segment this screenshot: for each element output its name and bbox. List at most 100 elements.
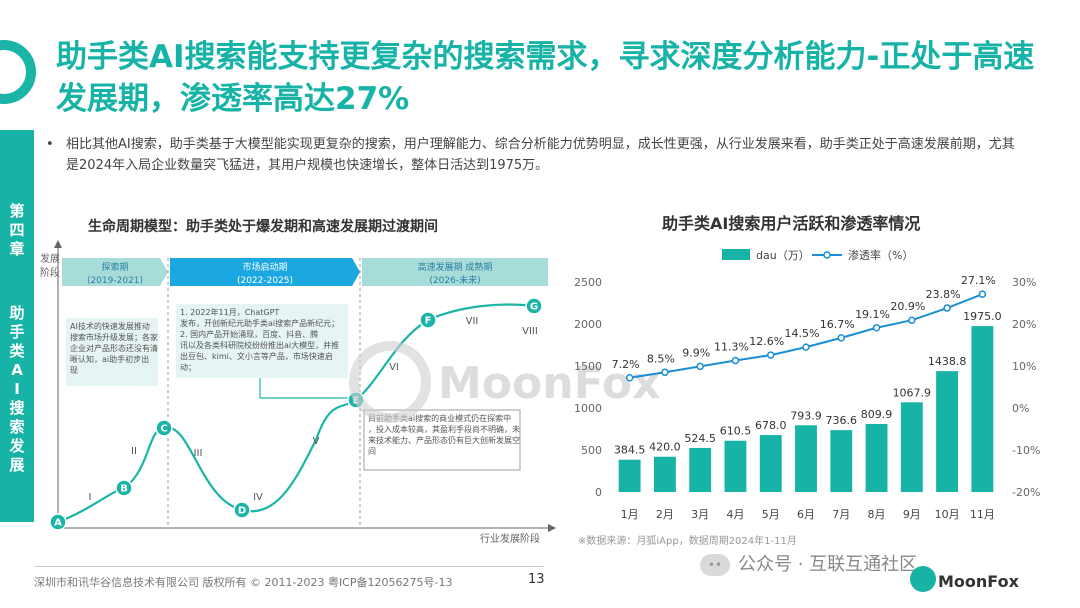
summary-bullet: • 相比其他AI搜索，助手类基于大模型能实现更复杂的搜索，用户理解能力、综合分析… (46, 134, 1016, 176)
point-D (233, 501, 251, 519)
section-char-4: I (14, 380, 20, 398)
line-label-6月: 14.5% (785, 327, 820, 340)
phase-banner-0 (62, 258, 168, 286)
line-point-5月 (766, 351, 775, 359)
section-char-2: 类 (9, 342, 25, 360)
section-char-0: 助 (9, 304, 25, 322)
section-char-3: A (11, 361, 23, 379)
point-label-B: B (120, 484, 128, 495)
y-right-tick-1: -10% (1012, 444, 1040, 457)
section-char-7: 发 (9, 437, 25, 455)
y-axis-arrow (54, 240, 62, 248)
y-right-tick-3: 10% (1012, 360, 1036, 373)
line-point-7月 (837, 334, 846, 342)
wechat-label: 公众号 · 互联互通社区 (738, 554, 918, 575)
stage-label-I: I (89, 492, 92, 503)
data-source: ※数据来源：月狐iApp，数据周期2024年1-11月 (578, 536, 797, 547)
line-point-1月 (625, 374, 634, 382)
bar-label-8月: 809.9 (861, 408, 893, 421)
line-label-9月: 20.9% (890, 300, 925, 313)
line-label-1月: 7.2% (612, 358, 640, 371)
phase-years-1: (2022-2025) (237, 276, 293, 286)
moonfox-logo-icon (910, 566, 936, 592)
watermark-logo-icon (349, 341, 431, 423)
point-label-A: A (54, 518, 62, 529)
decorative-ring (0, 40, 36, 104)
bar-7月 (830, 430, 853, 492)
point-label-D: D (238, 506, 246, 517)
page-title: 助手类AI搜索能支持更复杂的搜索需求，寻求深度分析能力-正处于高速发展期，渗透率… (56, 39, 1035, 117)
section-char-6: 索 (9, 418, 25, 436)
y-right-tick-4: 20% (1012, 318, 1036, 331)
wechat-account: •• 公众号 · 互联互通社区 (700, 550, 917, 576)
stage-label-VI: VI (389, 362, 399, 373)
y-right-tick-0: -20% (1012, 486, 1040, 499)
chapter-char-1: 四 (9, 221, 25, 239)
bar-label-11月: 1975.0 (963, 310, 1002, 323)
point-G (525, 297, 543, 315)
section-char-5: 搜 (9, 399, 25, 417)
line-point-9月 (908, 316, 916, 324)
point-label-C: C (160, 424, 167, 435)
stage-label-V: V (313, 436, 320, 447)
page-number: 13 (528, 572, 545, 587)
line-label-7月: 16.7% (820, 318, 855, 331)
line-point-8月 (872, 324, 881, 332)
x-tick-2: 3月 (691, 508, 709, 521)
bar-4月 (724, 440, 747, 492)
bar-label-5月: 678.0 (755, 419, 787, 432)
y-left-tick-4: 2000 (574, 318, 602, 331)
bar-label-6月: 793.9 (790, 409, 822, 422)
lifecycle-title: 生命周期模型：助手类处于爆发期和高速发展期过渡期间 (88, 219, 438, 235)
brand-name: MoonFox (938, 572, 1019, 591)
x-tick-1: 2月 (656, 508, 674, 521)
x-tick-7: 8月 (868, 508, 886, 521)
x-tick-5: 6月 (797, 508, 815, 521)
y-right-tick-2: 0% (1012, 402, 1029, 415)
point-F (419, 311, 437, 329)
line-point-6月 (802, 343, 810, 351)
bar-9月 (900, 402, 923, 492)
x-tick-3: 4月 (726, 508, 744, 521)
point-C (155, 419, 173, 437)
x-tick-8: 9月 (903, 508, 921, 521)
line-label-10月: 23.8% (926, 288, 961, 301)
bar-label-4月: 610.5 (720, 425, 752, 438)
wechat-icon: •• (700, 554, 730, 576)
note-text-1: 1. 2022年11月，ChatGPT 发布，开创新纪元助手类ai搜索产品新纪元；… (180, 307, 339, 372)
chapter-label: 第四章 (0, 202, 34, 259)
note-text-2: 目前助手类ai搜索的商业模式仍在探索中，投入成本较高，其盈利手段尚不明确，未来技… (368, 413, 520, 456)
footer-divider (34, 566, 544, 567)
y-right-tick-5: 30% (1012, 276, 1036, 289)
line-point-11月 (978, 290, 987, 298)
x-axis-label: 行业发展阶段 (480, 532, 540, 545)
bar-6月 (795, 425, 817, 492)
legend-bar-label: dau（万） (756, 249, 810, 262)
point-label-G: G (530, 302, 538, 313)
phase-banner-2 (362, 258, 548, 286)
line-point-3月 (696, 362, 704, 371)
bar-label-1月: 384.5 (614, 444, 646, 457)
bar-1月 (618, 459, 641, 492)
stage-label-VII: VII (466, 316, 479, 327)
stage-label-IV: IV (253, 492, 263, 503)
stage-label-III: III (194, 448, 203, 459)
note-text-0: AI技术的快速发展推动搜索市场升级发展；各家企业对产品形态还没有清晰认知，ai助… (70, 321, 158, 375)
phase-banner-1 (170, 258, 360, 286)
phase-name-0: 探索期 (101, 261, 128, 273)
point-label-F: F (425, 316, 432, 327)
bullet-dot: • (46, 137, 54, 152)
y-axis-label-1: 发展 (40, 252, 60, 265)
chart-title: 助手类AI搜索用户活跃和渗透率情况 (662, 214, 921, 233)
bar-11月 (971, 326, 994, 492)
line-point-2月 (661, 368, 669, 377)
bar-3月 (689, 447, 712, 492)
y-left-tick-0: 0 (595, 486, 602, 499)
legend-line-label: 渗透率（%） (848, 248, 913, 262)
phase-name-2: 高速发展期 成熟期 (418, 261, 493, 273)
point-B (115, 479, 133, 497)
copyright: 深圳市和讯华谷信息技术有限公司 版权所有 © 2011-2023 粤ICP备12… (34, 576, 453, 589)
